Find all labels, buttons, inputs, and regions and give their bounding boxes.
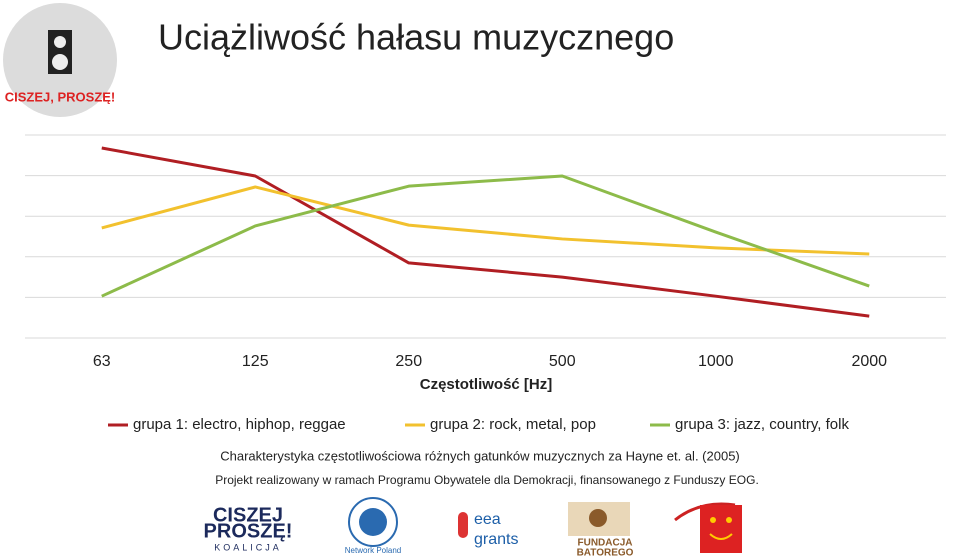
x-tick-label: 125 [242, 353, 269, 370]
slide-title: Uciążliwość hałasu muzycznego [158, 17, 674, 58]
logo-eye [710, 517, 716, 523]
x-axis-title: Częstotliwość [Hz] [420, 376, 553, 393]
logo-text: CISZEJ [213, 504, 283, 526]
legend-label: grupa 3: jazz, country, folk [675, 416, 849, 433]
legend-label: grupa 1: electro, hiphop, reggae [133, 416, 346, 433]
coalition-logo: CISZEJ PROSZĘ! KOALICJA [204, 504, 293, 552]
logo-text: eea [474, 511, 501, 528]
x-tick-label: 250 [395, 353, 422, 370]
series-line [101, 146, 870, 318]
series-line [101, 185, 870, 256]
logo-text: grants [474, 531, 518, 548]
global-compact-logo: Network Poland [345, 497, 401, 555]
eea-logo: eea grants [458, 511, 518, 548]
logo-smile [709, 533, 733, 540]
legend-label: grupa 2: rock, metal, pop [430, 416, 596, 433]
caption: Charakterystyka częstotliwościowa różnyc… [220, 448, 740, 463]
top-logo: CISZEJ, PROSZĘ! [3, 3, 117, 117]
smile-logo [674, 502, 742, 553]
footer: Projekt realizowany w ramach Programu Ob… [215, 473, 759, 487]
logo-mark [458, 512, 468, 538]
logo-mark [589, 509, 607, 527]
logo-circle [348, 497, 398, 547]
x-tick-label: 500 [549, 353, 576, 370]
batory-logo: FUNDACJA BATOREGO [568, 502, 634, 557]
x-tick-label: 63 [93, 353, 111, 370]
logo-mark [700, 505, 742, 553]
logo-globe [359, 508, 387, 536]
x-tick-label: 1000 [698, 353, 734, 370]
x-tick-label: 2000 [851, 353, 887, 370]
series-line [101, 174, 870, 298]
logo-text: CISZEJ, PROSZĘ! [5, 89, 116, 104]
logo-text: Network Poland [345, 546, 401, 555]
chart: 63 125 250 500 1000 2000 Częstotliwość [Hz] gru… [25, 134, 946, 433]
logo-text: BATOREGO [577, 548, 634, 557]
logo-text: PROSZĘ! [204, 520, 293, 542]
logo-speaker-cone [54, 36, 66, 48]
logo-text: KOALICJA [214, 542, 282, 552]
logo-eye [726, 517, 732, 523]
logo-speaker-cone [52, 54, 68, 70]
logo-text: FUNDACJA [578, 538, 633, 549]
